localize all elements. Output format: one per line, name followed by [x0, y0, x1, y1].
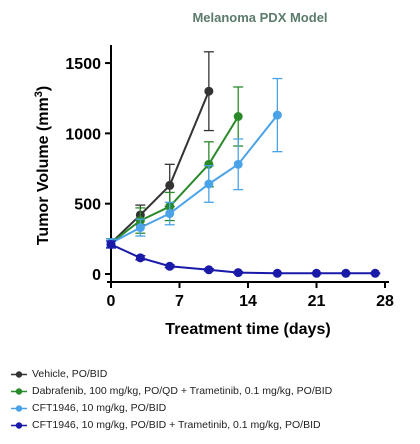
tumor-volume-chart: Melanoma PDX Model 0 500 1000 1500 0 7 14 21 28 Tr… [33, 10, 394, 338]
data-point [106, 239, 116, 249]
x-tick-label: 7 [175, 293, 184, 310]
data-point [272, 110, 282, 120]
series-line-2 [110, 114, 279, 244]
legend-label: CFT1946, 10 mg/kg, PO/BID [32, 402, 167, 414]
legend-label: Vehicle, PO/BID [32, 368, 108, 380]
legend-swatch [11, 388, 27, 395]
data-point [233, 112, 243, 121]
data-point [341, 268, 351, 278]
data-point [272, 268, 282, 278]
legend-swatch [11, 422, 27, 429]
legend-item: CFT1946, 10 mg/kg, PO/BID [10, 400, 420, 417]
y-tick-label: 500 [74, 197, 101, 214]
data-point [233, 268, 243, 278]
data-point [204, 86, 214, 96]
data-point [233, 159, 243, 169]
legend-label: CFT1946, 10 mg/kg, PO/BID + Trametinib, … [32, 419, 321, 431]
legend-label: Dabrafenib, 100 mg/kg, PO/QD + Trametini… [32, 385, 333, 397]
y-axis-label: Tumor Volume (mm3) [33, 86, 52, 245]
data-point [312, 268, 321, 278]
legend-item: Vehicle, PO/BID [10, 366, 420, 383]
data-point [370, 268, 380, 278]
data-point [204, 159, 214, 169]
x-axis-label: Treatment time (days) [165, 321, 330, 338]
data-point [165, 209, 175, 219]
chart-legend: Vehicle, PO/BID Dabrafenib, 100 mg/kg, PO… [10, 366, 420, 434]
y-tick-label: 1000 [65, 126, 101, 143]
legend-item: CFT1946, 10 mg/kg, PO/BID + Trametinib, … [10, 417, 420, 434]
x-tick-label: 21 [308, 293, 326, 310]
data-point [165, 180, 175, 190]
y-tick-label: 1500 [65, 56, 101, 73]
legend-swatch [11, 371, 27, 378]
x-tick-label: 14 [239, 293, 257, 310]
data-point [135, 253, 145, 263]
data-point [135, 223, 145, 233]
chart-title: Melanoma PDX Model [192, 10, 327, 25]
legend-swatch [11, 405, 27, 412]
y-tick-label: 0 [92, 267, 101, 284]
data-point [204, 179, 214, 189]
x-tick-label: 0 [107, 293, 116, 310]
data-point [204, 265, 214, 275]
legend-item: Dabrafenib, 100 mg/kg, PO/QD + Trametini… [10, 383, 420, 400]
x-tick-label: 28 [376, 293, 394, 310]
series-line-0 [110, 90, 210, 244]
data-point [165, 261, 175, 271]
series-line-3 [110, 243, 376, 275]
